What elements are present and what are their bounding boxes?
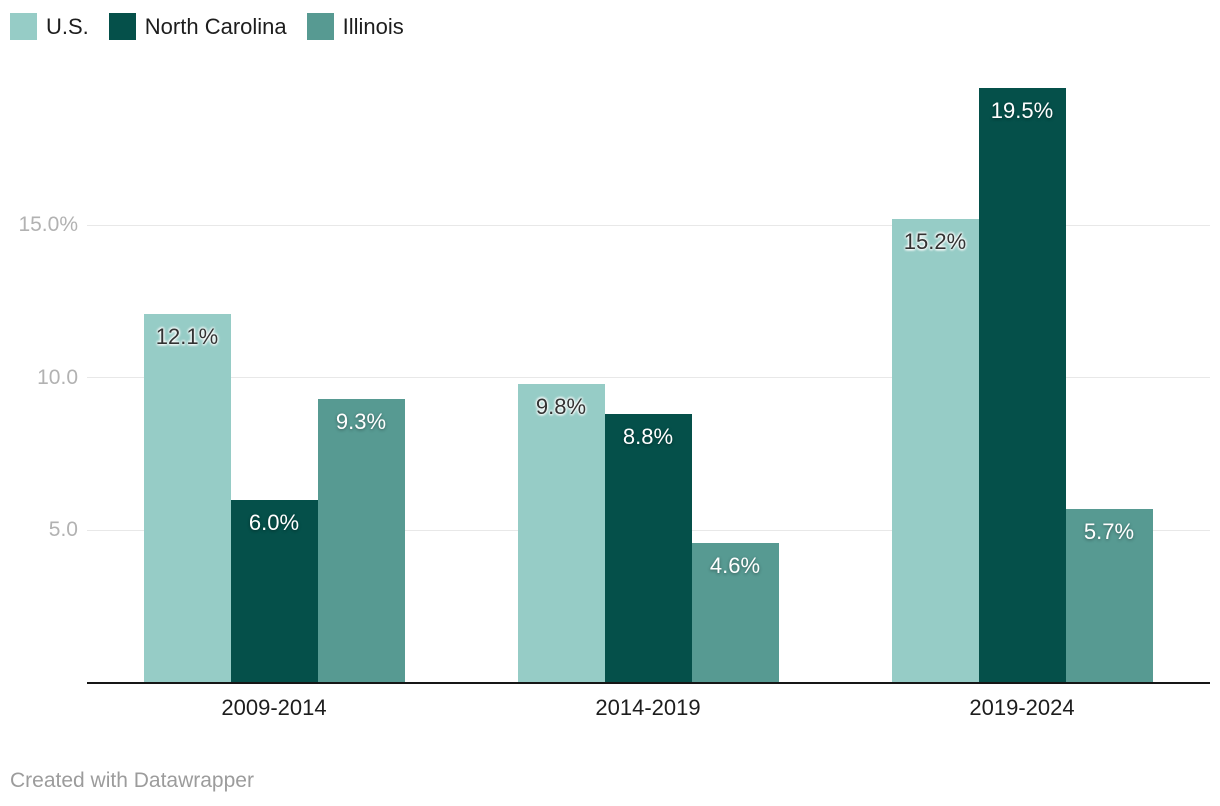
bar-value-label: 8.8% (622, 424, 674, 450)
bar-value-label: 5.7% (1083, 518, 1135, 544)
legend-label: Illinois (342, 14, 404, 39)
legend-swatch-icon (108, 13, 136, 40)
bar-north-carolina-2019-2024[interactable]: 19.5% (978, 87, 1066, 683)
bar-value-label: 9.8% (535, 393, 587, 419)
legend-swatch-icon (10, 13, 37, 40)
bar-u-s-2014-2019[interactable]: 9.8% (517, 383, 605, 683)
legend: U.S. North Carolina Illinois (10, 13, 404, 40)
y-axis-tick-label: 10.0 (37, 365, 78, 389)
credit-line: Created with Datawrapper (10, 769, 254, 792)
bar-value-label: 15.2% (903, 228, 967, 254)
legend-swatch-icon (306, 13, 334, 40)
legend-item-u-s[interactable]: U.S. (10, 13, 89, 40)
bar-north-carolina-2014-2019[interactable]: 8.8% (604, 414, 692, 683)
bar-u-s-2019-2024[interactable]: 15.2% (891, 218, 979, 683)
legend-label: U.S. (46, 14, 89, 39)
x-axis-label-2009-2014: 2009-2014 (221, 695, 327, 720)
gridline-15 (87, 224, 1210, 226)
bar-value-label: 12.1% (155, 323, 219, 349)
bar-u-s-2009-2014[interactable]: 12.1% (143, 313, 231, 683)
bar-value-label: 9.3% (335, 409, 387, 435)
bar-value-label: 4.6% (709, 552, 761, 578)
bar-value-label: 19.5% (990, 97, 1054, 123)
y-axis-tick-label: 15.0% (18, 213, 78, 237)
x-axis-label-2019-2024: 2019-2024 (969, 695, 1075, 720)
x-axis-baseline (87, 682, 1210, 684)
legend-label: North Carolina (144, 14, 287, 39)
y-axis-tick-label: 5.0 (48, 518, 78, 542)
bar-value-label: 6.0% (248, 509, 300, 535)
gridline-10 (87, 377, 1210, 379)
x-axis-label-2014-2019: 2014-2019 (595, 695, 701, 720)
bar-illinois-2019-2024[interactable]: 5.7% (1065, 508, 1153, 683)
legend-item-illinois[interactable]: Illinois (306, 13, 404, 40)
legend-item-north-carolina[interactable]: North Carolina (108, 13, 287, 40)
bar-illinois-2009-2014[interactable]: 9.3% (317, 399, 405, 683)
bar-illinois-2014-2019[interactable]: 4.6% (691, 542, 779, 683)
bar-north-carolina-2009-2014[interactable]: 6.0% (230, 499, 318, 683)
